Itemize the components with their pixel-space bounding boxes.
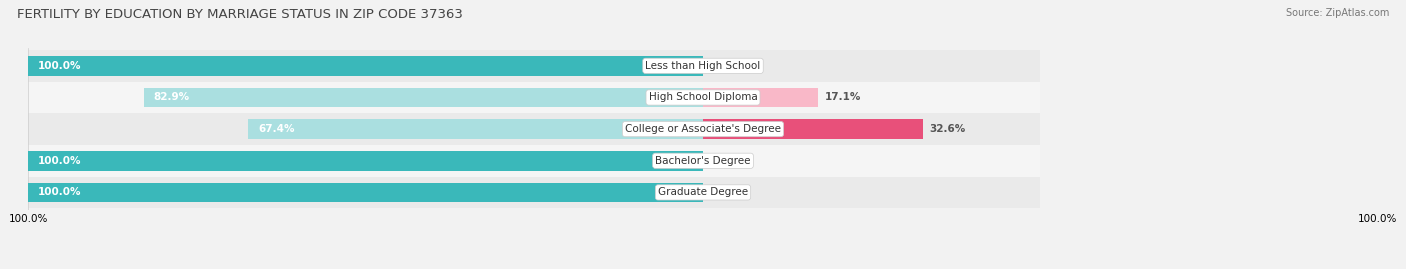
Bar	[703, 119, 922, 139]
Text: 32.6%: 32.6%	[929, 124, 966, 134]
Bar	[0, 145, 1040, 176]
Bar	[0, 82, 1040, 113]
Legend: Married, Unmarried: Married, Unmarried	[621, 268, 785, 269]
Text: Graduate Degree: Graduate Degree	[658, 187, 748, 197]
Text: 100.0%: 100.0%	[38, 156, 82, 166]
Bar	[28, 151, 703, 171]
Bar	[247, 119, 703, 139]
Text: 0.0%: 0.0%	[710, 61, 738, 71]
Text: Source: ZipAtlas.com: Source: ZipAtlas.com	[1285, 8, 1389, 18]
Text: 0.0%: 0.0%	[710, 156, 738, 166]
Text: Bachelor's Degree: Bachelor's Degree	[655, 156, 751, 166]
Bar	[143, 88, 703, 107]
Text: 100.0%: 100.0%	[38, 187, 82, 197]
Bar	[703, 88, 818, 107]
Bar	[28, 56, 703, 76]
Text: 100.0%: 100.0%	[38, 61, 82, 71]
Text: College or Associate's Degree: College or Associate's Degree	[626, 124, 780, 134]
Text: FERTILITY BY EDUCATION BY MARRIAGE STATUS IN ZIP CODE 37363: FERTILITY BY EDUCATION BY MARRIAGE STATU…	[17, 8, 463, 21]
Bar	[0, 113, 1040, 145]
Text: 17.1%: 17.1%	[825, 93, 862, 102]
Bar	[0, 50, 1040, 82]
Text: High School Diploma: High School Diploma	[648, 93, 758, 102]
Text: 0.0%: 0.0%	[710, 187, 738, 197]
Bar	[28, 183, 703, 202]
Text: Less than High School: Less than High School	[645, 61, 761, 71]
Text: 67.4%: 67.4%	[259, 124, 295, 134]
Bar	[0, 176, 1040, 208]
Text: 82.9%: 82.9%	[153, 93, 190, 102]
